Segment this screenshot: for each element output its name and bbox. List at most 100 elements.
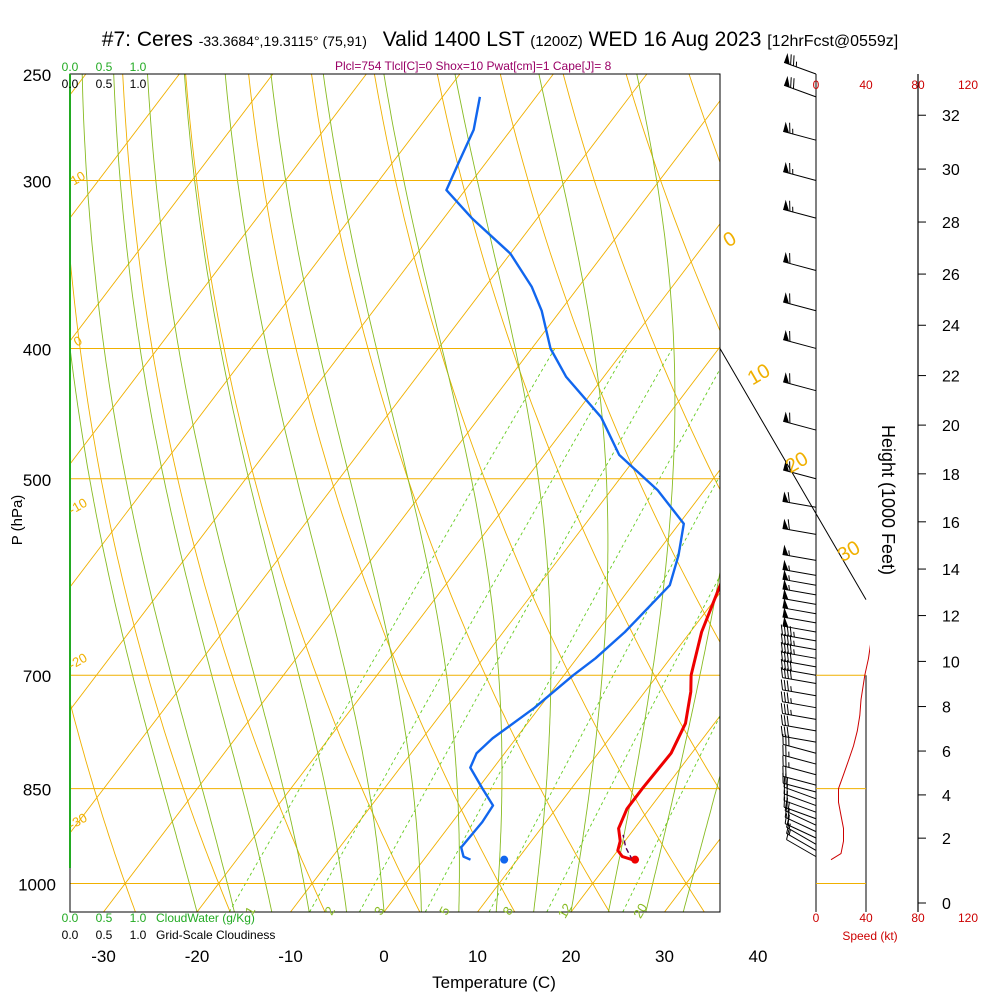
wind-barb-shaft	[783, 61, 817, 75]
speed-tick-label-bottom: 80	[911, 911, 925, 925]
cloudiness-tick-top: 0.0	[62, 77, 79, 91]
height-tick-label: 32	[942, 108, 960, 125]
wind-barb-shaft	[782, 616, 817, 624]
isotherm-line	[196, 223, 720, 912]
temperature-tick-label: 0	[379, 947, 388, 966]
speed-tick-label-bottom: 0	[813, 911, 820, 925]
wind-barb-shaft	[783, 743, 817, 754]
wind-barb-feather	[792, 78, 795, 89]
wind-barb	[784, 813, 817, 839]
wind-barb-shaft	[783, 782, 817, 793]
isotherm-line	[70, 74, 367, 465]
wind-barb	[780, 691, 817, 709]
wind-barb	[782, 579, 817, 596]
pressure-tick-label: 1000	[18, 876, 56, 895]
wind-barb-shaft	[786, 833, 817, 851]
wind-barb-pennant	[784, 75, 790, 88]
wind-barb-shaft	[783, 130, 817, 141]
dry-adiabat-lines	[70, 74, 1000, 912]
wind-barb-shaft	[783, 806, 817, 820]
wind-barb-feather	[784, 806, 788, 818]
wind-barb-feather	[783, 715, 786, 726]
wind-barb-pennant	[783, 121, 789, 133]
dry-adiabat	[70, 700, 136, 912]
isotherm-line	[103, 100, 720, 912]
wind-barb-shaft	[783, 793, 817, 807]
wind-barb-feather	[780, 679, 784, 690]
dry-adiabat	[436, 74, 720, 792]
height-tick-label: 14	[942, 562, 960, 579]
dry-adiabat	[815, 74, 1000, 912]
wind-barb-pennant	[783, 199, 789, 211]
wind-barb-feather	[780, 650, 784, 661]
y-axis-title: P (hPa)	[9, 495, 26, 546]
wind-barb-pennant	[783, 372, 789, 384]
wind-barb-shaft	[783, 208, 817, 219]
isotherm-line	[70, 74, 180, 219]
moist-adiabat	[322, 74, 460, 912]
wind-barb-pennant	[782, 559, 789, 571]
surface-dewpoint-dot	[500, 855, 509, 864]
wind-barb	[783, 75, 817, 98]
wind-barb-pennant	[782, 518, 789, 530]
cloudwater-tick-bottom: 0.0	[62, 911, 79, 925]
strip-boundary	[719, 348, 867, 600]
dry-adiabat	[122, 74, 326, 912]
moist-adiabat	[383, 74, 503, 912]
wind-barb-shaft	[783, 381, 817, 392]
wind-barb	[782, 588, 817, 605]
height-tick-label: 26	[942, 267, 960, 284]
isotherm-line	[477, 592, 720, 912]
speed-tick-label-top: 120	[958, 78, 978, 92]
wind-barb-shaft	[786, 839, 817, 858]
wind-barb-shaft	[782, 528, 817, 535]
wind-barb-half-feather	[788, 575, 790, 581]
wind-barb	[783, 411, 817, 431]
wind-barb-feather	[786, 726, 789, 738]
mixing-ratio-line	[488, 474, 720, 912]
wind-barb-shaft	[782, 569, 817, 576]
cloudwater-tick-bottom: 1.0	[130, 911, 147, 925]
moist-adiabat	[607, 74, 676, 912]
wind-barb-half-feather	[788, 550, 790, 556]
wind-barb-shaft	[783, 775, 817, 786]
temperature-tick-label: 10	[468, 947, 487, 966]
wind-barb-pennant	[782, 598, 789, 609]
wind-barb-shaft	[783, 786, 817, 800]
height-tick-label: 0	[942, 896, 951, 913]
wind-barb	[782, 559, 817, 576]
station-coords: -33.3684°,19.3115° (75,91)	[198, 33, 367, 49]
moist-adiabat	[454, 74, 552, 912]
cloudwater-tick-top: 1.0	[130, 60, 147, 74]
wind-barb-shaft	[783, 765, 817, 776]
dewpoint-profile	[445, 96, 685, 861]
wind-barb-shaft	[783, 84, 817, 98]
speed-tick-label-bottom: 120	[958, 911, 978, 925]
cloudiness-tick-top: 0.5	[96, 77, 113, 91]
mixing-ratio-line	[424, 368, 720, 912]
cloudwater-title: CloudWater (g/Kg)	[156, 911, 255, 925]
dry-adiabat	[373, 74, 705, 912]
wind-barb-feather	[787, 808, 790, 819]
wind-barb	[783, 252, 817, 271]
height-tick-label: 12	[942, 609, 960, 626]
isotherm-label: 0	[71, 333, 85, 350]
isotherm-lines	[70, 74, 720, 912]
wind-barb	[780, 725, 817, 743]
moist-adiabat	[183, 74, 348, 912]
moist-adiabat	[70, 343, 198, 912]
wind-barb-half-feather	[790, 698, 792, 704]
speed-tick-label-top: 80	[911, 78, 925, 92]
isotherm-line	[570, 715, 720, 912]
isotherm-line	[383, 469, 720, 912]
wind-barb-shaft	[783, 171, 817, 181]
plot-frame	[69, 73, 721, 913]
mixing-ratio-label: 3	[371, 904, 388, 918]
wind-barb-shaft	[784, 823, 817, 839]
isotherm-label: 30	[834, 537, 864, 567]
x-axis-title: Temperature (C)	[432, 973, 556, 992]
forecast-info: [12hrFcst@0559z]	[767, 33, 899, 50]
temperature-tick-label: 30	[655, 947, 674, 966]
cloudiness-tick-top: 1.0	[130, 77, 147, 91]
moist-adiabat-lines	[70, 74, 720, 912]
